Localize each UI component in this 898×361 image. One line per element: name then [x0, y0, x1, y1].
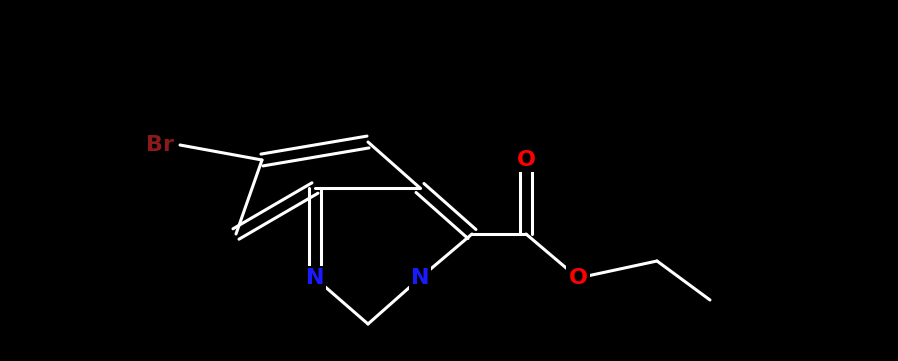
Text: N: N [410, 268, 429, 288]
Text: Br: Br [146, 135, 174, 155]
Text: O: O [568, 268, 587, 288]
Text: N: N [305, 268, 324, 288]
Text: O: O [516, 150, 535, 170]
